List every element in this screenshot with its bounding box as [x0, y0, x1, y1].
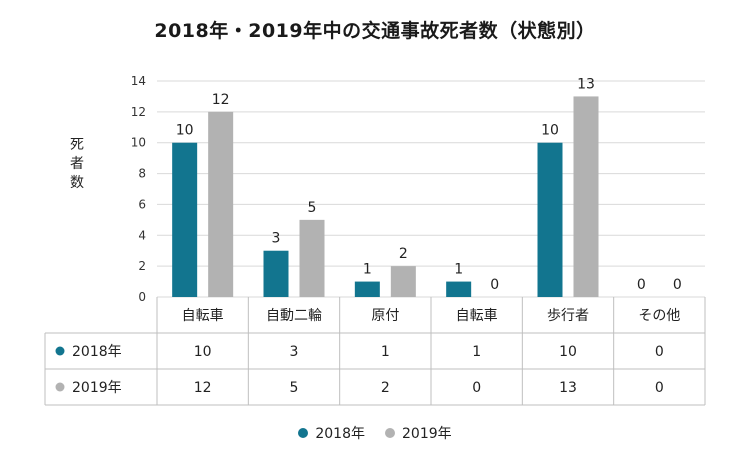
y-tick-label: 4 — [138, 228, 146, 242]
data-labels: 10 3 1 1 10 0 12 5 2 0 13 0 — [176, 76, 682, 293]
y-tick-label: 12 — [131, 105, 146, 119]
table-value: 5 — [290, 380, 299, 396]
data-label: 10 — [541, 123, 559, 139]
bar — [573, 96, 599, 297]
data-label: 12 — [212, 92, 230, 108]
category-label: 歩行者 — [547, 308, 589, 324]
data-label: 10 — [176, 123, 194, 139]
table-value: 2 — [381, 380, 390, 396]
series-marker — [55, 382, 65, 392]
table-value: 12 — [194, 380, 212, 396]
y-axis-label: 死者数 — [70, 137, 84, 191]
table-value: 0 — [655, 344, 664, 360]
category-label: 自転車 — [182, 307, 224, 324]
bar — [208, 111, 234, 297]
category-label: 原付 — [371, 308, 399, 324]
legend-item: 2019年 — [385, 423, 452, 443]
table-value: 0 — [472, 380, 481, 396]
legend-marker — [385, 428, 395, 438]
data-table: 自転車 自動二輪 原付 自転車 歩行者 その他 2018年 10 3 1 1 10 0 2019年 12 5 2… — [44, 297, 706, 406]
y-tick-label: 10 — [131, 136, 146, 150]
bar — [263, 250, 289, 297]
gridlines — [157, 80, 705, 298]
y-tick-label: 8 — [138, 167, 146, 181]
table-value: 10 — [559, 344, 577, 360]
table-value: 10 — [194, 344, 212, 360]
data-label: 5 — [308, 200, 317, 216]
bar — [537, 142, 563, 297]
data-label: 13 — [577, 76, 595, 92]
series-marker — [55, 346, 65, 356]
data-label: 0 — [490, 277, 499, 293]
legend-marker — [298, 428, 309, 438]
bar — [354, 281, 380, 297]
data-label: 3 — [272, 231, 281, 247]
category-label: 自転車 — [456, 307, 498, 324]
bar — [390, 266, 416, 297]
y-tick-label: 0 — [138, 290, 146, 304]
table-value: 1 — [381, 344, 390, 360]
table-value: 0 — [655, 380, 664, 396]
series-name: 2019年 — [72, 380, 122, 396]
series-name: 2018年 — [72, 344, 122, 360]
legend-label: 2018年 — [315, 426, 365, 442]
table-value: 3 — [290, 344, 299, 360]
y-tick-label: 2 — [138, 259, 146, 273]
data-label: 0 — [673, 277, 682, 293]
legend-item: 2018年 — [298, 423, 365, 443]
y-tick-label: 6 — [138, 197, 146, 211]
chart-title: 2018年・2019年中の交通事故死者数（状態別） — [154, 20, 596, 42]
y-tick-label: 14 — [131, 74, 146, 88]
category-label: その他 — [638, 308, 680, 324]
bars — [172, 96, 599, 297]
data-label: 1 — [363, 262, 372, 278]
bar — [172, 142, 198, 297]
bar — [446, 281, 472, 297]
data-label: 2 — [399, 246, 408, 262]
category-label: 自動二輪 — [266, 307, 322, 324]
legend-label: 2019年 — [402, 426, 452, 442]
table-value: 1 — [472, 344, 481, 360]
bar — [299, 219, 325, 297]
data-label: 1 — [454, 262, 463, 278]
data-label: 0 — [637, 277, 646, 293]
legend: 2018年 2019年 — [0, 423, 750, 443]
table-value: 13 — [559, 380, 577, 396]
y-axis-ticks: 0 2 4 6 8 10 12 14 — [131, 74, 146, 304]
